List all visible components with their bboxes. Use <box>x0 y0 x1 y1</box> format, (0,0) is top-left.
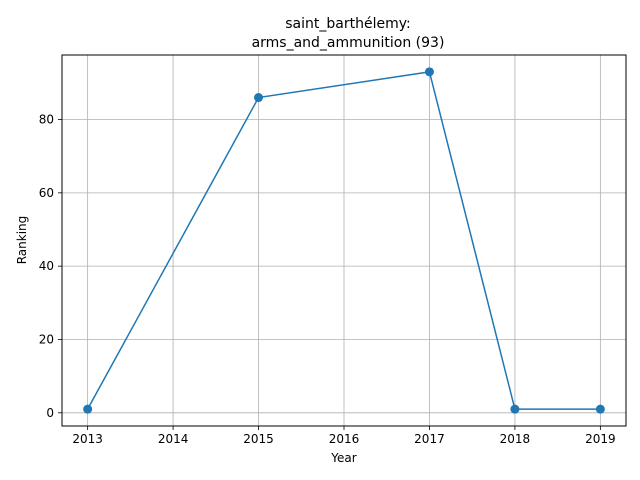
y-axis-ticks: 0 20 40 60 80 <box>39 113 62 420</box>
data-point-2018 <box>510 404 520 414</box>
x-tick-label: 2013 <box>72 432 103 446</box>
x-axis-ticks: 2013 2014 2015 2016 2017 2018 2019 <box>72 426 616 446</box>
y-tick-label: 60 <box>39 186 54 200</box>
data-point-2015 <box>254 93 264 103</box>
y-tick-label: 40 <box>39 259 54 273</box>
data-point-2017 <box>424 67 434 77</box>
chart-title-line-2: arms_and_ammunition (93) <box>252 35 445 51</box>
x-tick-label: 2018 <box>500 432 531 446</box>
y-tick-label: 20 <box>39 332 54 346</box>
series-ranking <box>83 67 605 414</box>
x-tick-label: 2016 <box>329 432 360 446</box>
x-axis-label: Year <box>330 451 356 465</box>
x-tick-label: 2014 <box>158 432 189 446</box>
x-tick-label: 2017 <box>414 432 445 446</box>
data-point-2013 <box>83 404 93 414</box>
x-tick-label: 2015 <box>243 432 274 446</box>
grid-lines <box>62 55 626 426</box>
y-tick-label: 80 <box>39 113 54 127</box>
x-tick-label: 2019 <box>585 432 616 446</box>
data-point-2019 <box>595 404 605 414</box>
y-tick-label: 0 <box>46 406 54 420</box>
chart-title-line-1: saint_barthélemy: <box>285 16 410 32</box>
y-axis-label: Ranking <box>15 216 29 265</box>
